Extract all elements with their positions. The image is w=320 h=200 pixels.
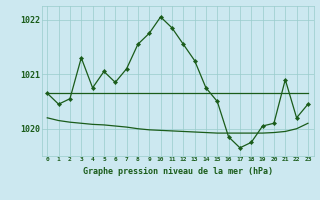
X-axis label: Graphe pression niveau de la mer (hPa): Graphe pression niveau de la mer (hPa)	[83, 167, 273, 176]
